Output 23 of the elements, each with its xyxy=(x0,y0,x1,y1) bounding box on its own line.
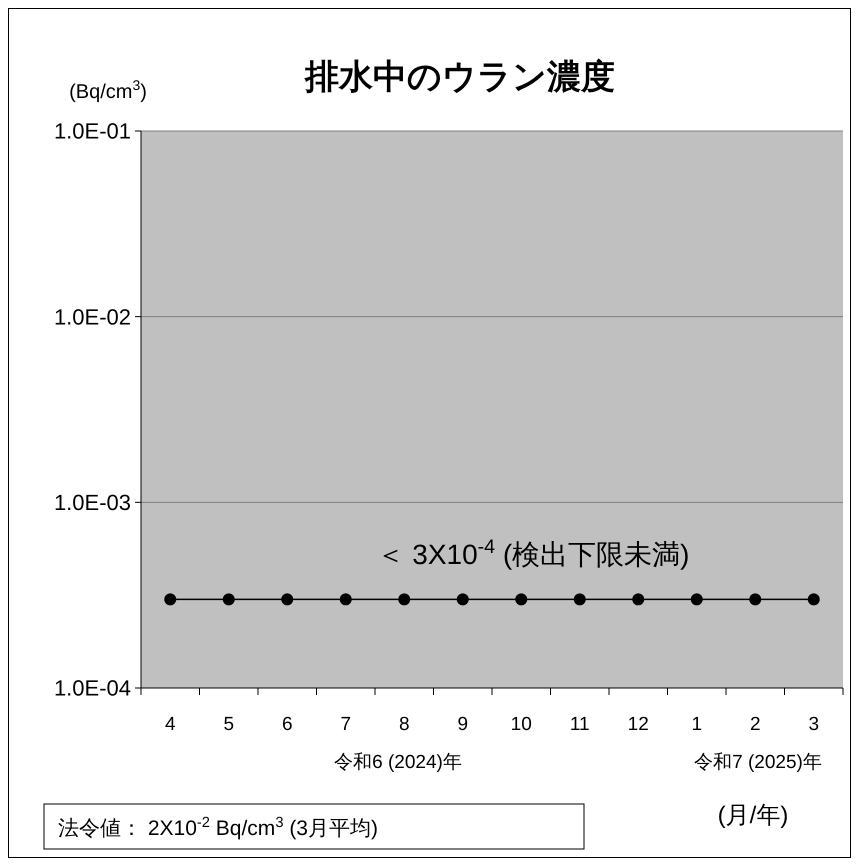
text: 令和6 (2024)年 xyxy=(334,752,462,773)
chart-title: 排水中のウラン濃度 xyxy=(304,58,615,96)
text: 令和7 (2025)年 xyxy=(694,752,822,773)
x-tick-label: 4 xyxy=(164,714,176,735)
y-tick-label: 1.0E-02 xyxy=(54,304,131,330)
x-tick-label: 11 xyxy=(570,714,590,735)
x-tick-label: 2 xyxy=(750,714,761,735)
x-tick-label: 10 xyxy=(510,714,532,735)
x-axis-title: (月/年) xyxy=(718,802,788,829)
text: 法令値： 2X10$^{-2}$ Bq/cm$^{3}$ (3月平均) xyxy=(58,815,378,840)
x-tick-label: 1 xyxy=(691,714,702,735)
x-tick-label: 7 xyxy=(340,714,352,735)
x-tick-label: 12 xyxy=(628,714,649,735)
x-tick-label: 3 xyxy=(808,714,820,735)
annotation: ＜ 3X10$^{-4}$ (検出下限未満) xyxy=(376,536,690,570)
x-tick-label: 5 xyxy=(223,714,234,735)
y-tick-label: 1.0E-03 xyxy=(54,490,131,516)
x-tick-label: 6 xyxy=(282,714,293,735)
y-tick-label: 1.0E-04 xyxy=(54,676,131,701)
y-axis-title: (Bq/cm$^{3}$) xyxy=(69,77,147,103)
x-tick-label: 8 xyxy=(398,714,410,735)
y-tick-label: 1.0E-01 xyxy=(54,118,131,144)
x-tick-label: 9 xyxy=(457,714,468,735)
